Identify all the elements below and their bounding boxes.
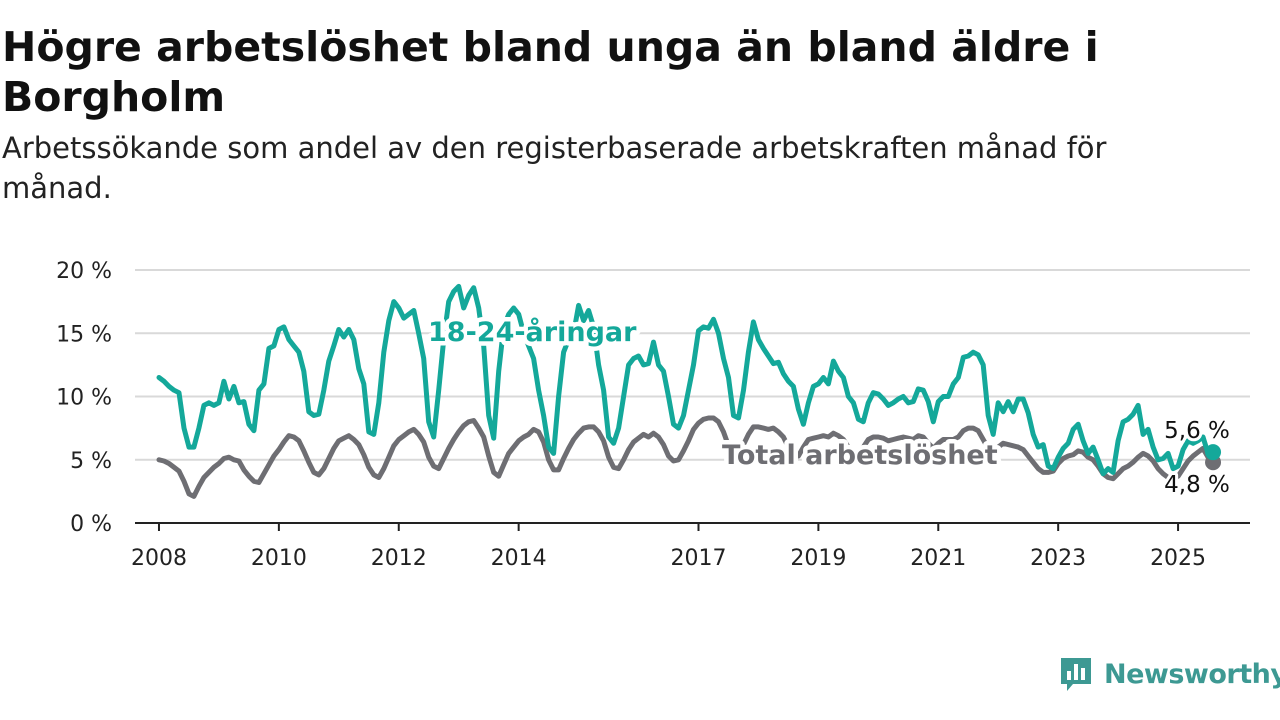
y-axis: 0 % 5 % 10 % 15 % 20 % — [56, 259, 112, 537]
brand-name: Newsworthy — [1104, 658, 1280, 690]
y-tick-label: 15 % — [56, 322, 112, 347]
chart-subtitle: Arbetssökande som andel av den registerb… — [2, 131, 1107, 205]
y-tick-label: 5 % — [70, 449, 112, 474]
youth-series-line — [156, 283, 1216, 477]
series-labels: 18-24-åringar Total arbetslöshet 5,6 % 4,8 … — [424, 312, 1233, 502]
youth-series-label: 18-24-åringar — [428, 316, 637, 348]
y-tick-label: 20 % — [56, 259, 112, 284]
youth-end-point — [1205, 444, 1222, 461]
newsworthy-logo: Newsworthy — [1058, 654, 1280, 694]
total-series-line — [156, 415, 1216, 499]
youth-end-value-label: 5,6 % — [1164, 418, 1230, 444]
x-tick-label: 2017 — [670, 546, 726, 571]
y-tick-label: 10 % — [56, 386, 112, 411]
y-tick-label: 0 % — [70, 512, 112, 537]
x-tick-label: 2025 — [1150, 546, 1206, 571]
chart-title: Högre arbetslöshet bland unga än bland ä… — [2, 23, 1099, 121]
x-tick-label: 2012 — [371, 546, 427, 571]
total-end-value-label: 4,8 % — [1164, 472, 1230, 498]
newsworthy-chart-icon — [1061, 658, 1091, 691]
x-tick-label: 2023 — [1030, 546, 1086, 571]
series-lines — [156, 283, 1222, 499]
x-tick-label: 2019 — [790, 546, 846, 571]
x-tick-label: 2008 — [131, 546, 187, 571]
x-tick-label: 2014 — [491, 546, 547, 571]
x-tick-label: 2021 — [910, 546, 966, 571]
x-tick-label: 2010 — [251, 546, 307, 571]
total-series-label: Total arbetslöshet — [722, 440, 998, 471]
x-axis: 2008 2010 2012 2014 2017 2019 2021 2023 2025 — [131, 522, 1250, 571]
